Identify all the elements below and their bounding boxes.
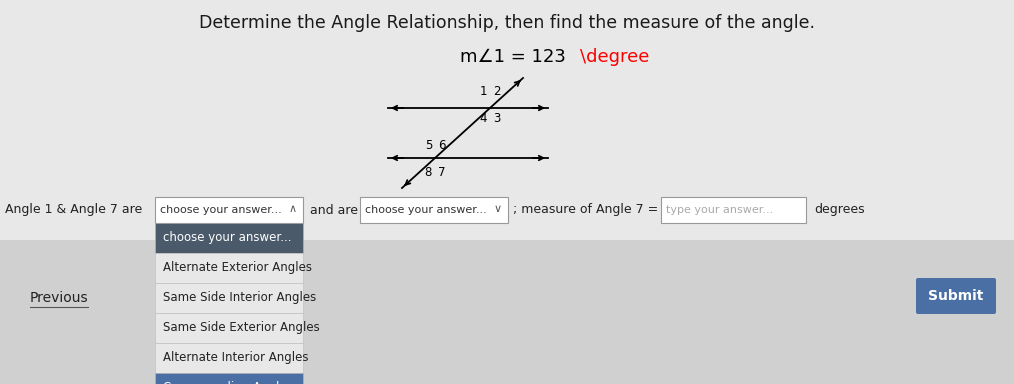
Text: choose your answer...: choose your answer... <box>365 205 487 215</box>
Text: Alternate Interior Angles: Alternate Interior Angles <box>163 351 308 364</box>
Text: Submit: Submit <box>928 289 984 303</box>
FancyBboxPatch shape <box>155 343 303 373</box>
FancyBboxPatch shape <box>155 253 303 283</box>
Text: 2: 2 <box>493 85 501 98</box>
FancyBboxPatch shape <box>155 223 303 253</box>
Text: choose your answer...: choose your answer... <box>163 232 291 245</box>
FancyBboxPatch shape <box>155 197 303 223</box>
Text: 3: 3 <box>493 112 500 125</box>
FancyBboxPatch shape <box>916 278 996 314</box>
Text: choose your answer...: choose your answer... <box>160 205 282 215</box>
Text: Corresponding Angles: Corresponding Angles <box>163 381 293 384</box>
FancyBboxPatch shape <box>155 373 303 384</box>
Text: ; measure of Angle 7 =: ; measure of Angle 7 = <box>513 204 658 217</box>
Text: Alternate Exterior Angles: Alternate Exterior Angles <box>163 262 312 275</box>
FancyBboxPatch shape <box>360 197 508 223</box>
Text: ∧: ∧ <box>289 204 297 214</box>
Text: ∨: ∨ <box>494 204 502 214</box>
Text: 8: 8 <box>425 166 432 179</box>
FancyBboxPatch shape <box>661 197 806 223</box>
FancyBboxPatch shape <box>155 283 303 313</box>
Text: 1: 1 <box>480 85 487 98</box>
Text: \degree: \degree <box>580 48 649 66</box>
Text: 5: 5 <box>425 139 432 152</box>
Text: Previous: Previous <box>30 291 88 305</box>
Text: Angle 1 & Angle 7 are: Angle 1 & Angle 7 are <box>5 204 142 217</box>
FancyBboxPatch shape <box>155 313 303 343</box>
Text: 7: 7 <box>438 166 445 179</box>
Text: Determine the Angle Relationship, then find the measure of the angle.: Determine the Angle Relationship, then f… <box>199 14 815 32</box>
Text: m∠1 = 123: m∠1 = 123 <box>460 48 566 66</box>
Text: degrees: degrees <box>814 204 865 217</box>
Text: type your answer...: type your answer... <box>666 205 774 215</box>
FancyBboxPatch shape <box>0 0 1014 240</box>
Text: 4: 4 <box>480 112 487 125</box>
Text: 6: 6 <box>438 139 445 152</box>
Text: Same Side Exterior Angles: Same Side Exterior Angles <box>163 321 319 334</box>
Text: Same Side Interior Angles: Same Side Interior Angles <box>163 291 316 305</box>
FancyBboxPatch shape <box>0 240 1014 384</box>
Text: and are: and are <box>310 204 358 217</box>
